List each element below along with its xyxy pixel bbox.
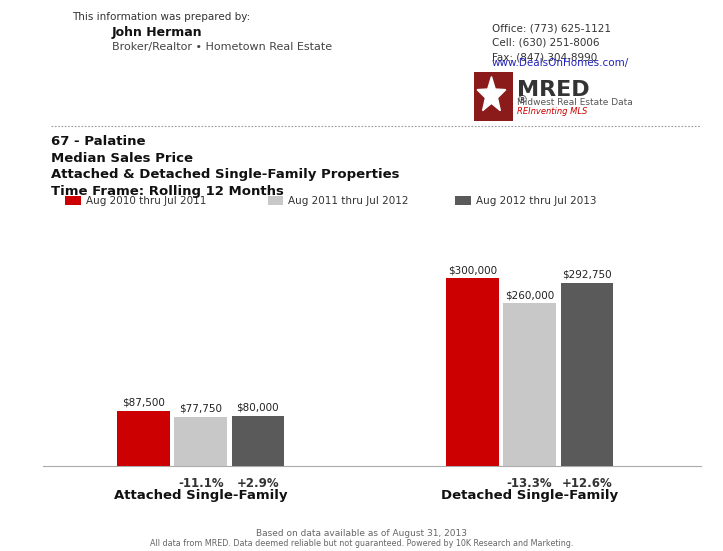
Text: This information was prepared by:: This information was prepared by:	[72, 12, 251, 22]
Text: Based on data available as of August 31, 2013: Based on data available as of August 31,…	[256, 529, 467, 538]
Bar	[503, 304, 556, 466]
Text: $260,000: $260,000	[505, 290, 555, 300]
Text: Time Frame: Rolling 12 Months: Time Frame: Rolling 12 Months	[51, 185, 283, 198]
Text: $80,000: $80,000	[236, 403, 279, 413]
Text: Aug 2012 thru Jul 2013: Aug 2012 thru Jul 2013	[476, 196, 597, 206]
Text: MRED: MRED	[517, 80, 589, 100]
Bar	[231, 415, 284, 466]
Text: Broker/Realtor • Hometown Real Estate: Broker/Realtor • Hometown Real Estate	[112, 42, 332, 52]
Text: Median Sales Price: Median Sales Price	[51, 152, 192, 165]
Text: +2.9%: +2.9%	[236, 477, 279, 490]
Text: Midwest Real Estate Data: Midwest Real Estate Data	[517, 98, 633, 107]
Bar	[560, 283, 613, 466]
Text: $87,500: $87,500	[122, 398, 165, 408]
Text: All data from MRED. Data deemed reliable but not guaranteed. Powered by 10K Rese: All data from MRED. Data deemed reliable…	[150, 539, 573, 548]
Text: $300,000: $300,000	[448, 265, 497, 276]
Polygon shape	[477, 77, 506, 111]
Text: ®: ®	[517, 95, 528, 105]
Text: -11.1%: -11.1%	[178, 477, 223, 490]
Text: Aug 2010 thru Jul 2011: Aug 2010 thru Jul 2011	[86, 196, 206, 206]
Text: www.DealsOnHomes.com/: www.DealsOnHomes.com/	[492, 58, 629, 68]
Text: Office: (773) 625-1121
Cell: (630) 251-8006
Fax: (847) 304-8990: Office: (773) 625-1121 Cell: (630) 251-8…	[492, 23, 611, 63]
Text: +12.6%: +12.6%	[562, 477, 612, 490]
Text: Detached Single-Family: Detached Single-Family	[441, 489, 618, 503]
Text: -13.3%: -13.3%	[507, 477, 552, 490]
Text: 67 - Palatine: 67 - Palatine	[51, 135, 145, 148]
Bar	[174, 417, 227, 466]
Bar	[117, 411, 170, 466]
Text: Aug 2011 thru Jul 2012: Aug 2011 thru Jul 2012	[288, 196, 409, 206]
Bar	[446, 278, 499, 466]
Text: John Herman: John Herman	[112, 26, 202, 40]
Text: Attached & Detached Single-Family Properties: Attached & Detached Single-Family Proper…	[51, 168, 399, 181]
Text: $77,750: $77,750	[179, 404, 222, 414]
Text: REInventing MLS: REInventing MLS	[517, 107, 587, 116]
Text: Attached Single-Family: Attached Single-Family	[114, 489, 288, 503]
Text: $292,750: $292,750	[562, 270, 612, 280]
